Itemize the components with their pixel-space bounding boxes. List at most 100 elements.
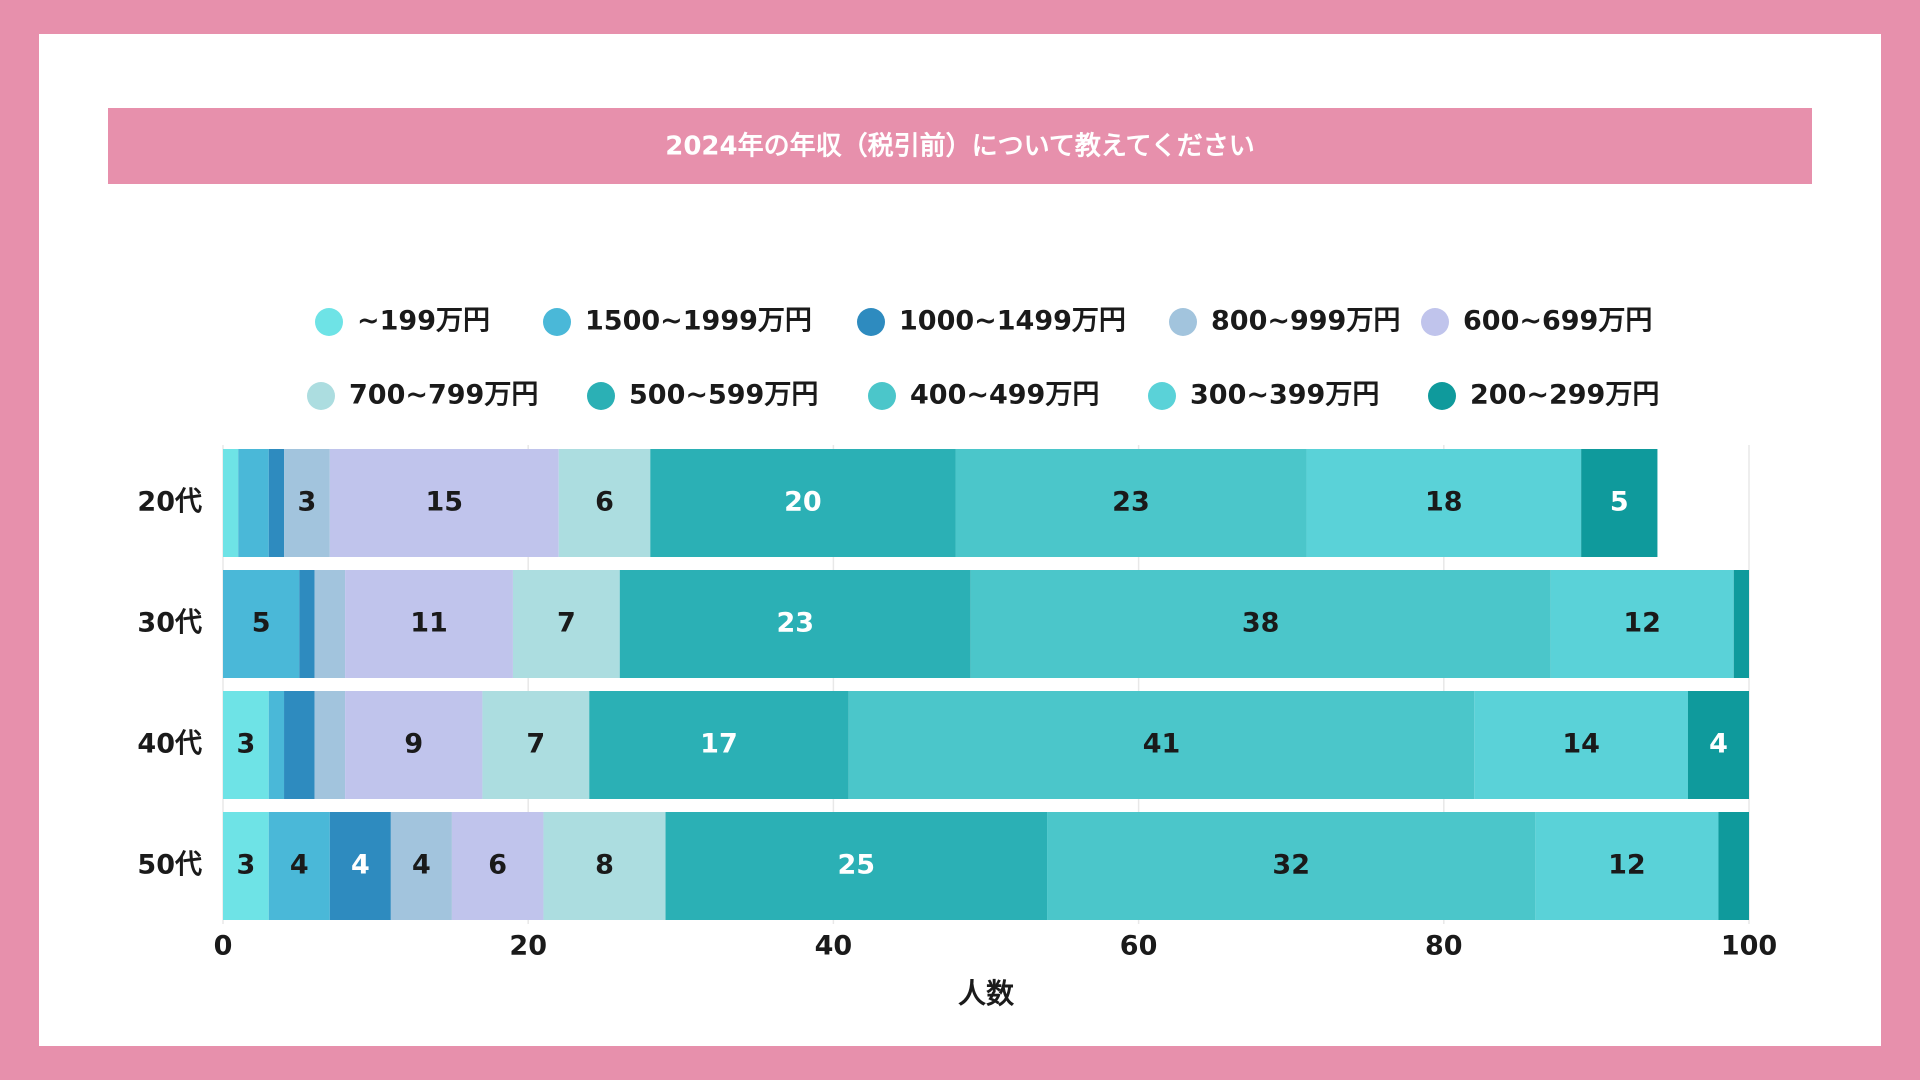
data-label: 15 [425, 487, 463, 518]
bar-segment [314, 570, 346, 678]
bar-segment [345, 570, 513, 678]
legend-label: ~199万円 [357, 306, 490, 337]
data-label: 4 [412, 850, 431, 881]
legend-label: 300~399万円 [1190, 380, 1379, 411]
bar-segment [390, 812, 452, 920]
data-label: 5 [1610, 487, 1629, 518]
bar-segment [1550, 570, 1734, 678]
data-label: 12 [1623, 608, 1661, 639]
bar-segment [1718, 812, 1749, 920]
bar-segment [329, 812, 391, 920]
data-label: 3 [298, 487, 317, 518]
bar-segment [268, 449, 285, 557]
title-band [108, 108, 1812, 184]
bar-segment [284, 449, 330, 557]
data-label: 3 [236, 729, 255, 760]
legend-swatch [857, 308, 885, 336]
data-label: 20 [784, 487, 822, 518]
bar-segment [451, 812, 544, 920]
legend-label: 400~499万円 [910, 380, 1099, 411]
bar-segment [223, 812, 269, 920]
data-label: 4 [1709, 729, 1728, 760]
bar-segment [314, 691, 346, 799]
x-axis-title: 人数 [958, 977, 1015, 1010]
bar-segment [619, 570, 971, 678]
legend-swatch [1421, 308, 1449, 336]
legend-swatch [1169, 308, 1197, 336]
data-label: 41 [1143, 729, 1181, 760]
bar-segment [543, 812, 666, 920]
bar-segment [955, 449, 1307, 557]
y-tick-label: 30代 [137, 608, 202, 639]
data-label: 4 [290, 850, 309, 881]
data-label: 18 [1425, 487, 1463, 518]
bar-segment [970, 570, 1551, 678]
data-label: 14 [1562, 729, 1600, 760]
legend-label: 1500~1999万円 [585, 306, 812, 337]
legend-swatch [1148, 382, 1176, 410]
bar-segment [1047, 812, 1536, 920]
bar-segment [268, 691, 285, 799]
bar-segment [1581, 449, 1658, 557]
data-label: 4 [351, 850, 370, 881]
bar-segment [512, 570, 620, 678]
bar-segment [848, 691, 1475, 799]
bar-segment [329, 449, 559, 557]
data-label: 7 [557, 608, 576, 639]
data-label: 5 [252, 608, 271, 639]
data-label: 8 [595, 850, 614, 881]
data-label: 32 [1272, 850, 1310, 881]
x-tick-label: 20 [509, 931, 547, 962]
legend-label: 200~299万円 [1470, 380, 1659, 411]
legend-swatch [307, 382, 335, 410]
x-tick-label: 80 [1425, 931, 1463, 962]
x-tick-label: 0 [214, 931, 233, 962]
legend-swatch [1428, 382, 1456, 410]
data-label: 11 [410, 608, 448, 639]
bar-segment [299, 570, 315, 678]
data-label: 3 [236, 850, 255, 881]
bar-segment [1535, 812, 1719, 920]
legend-label: 1000~1499万円 [899, 306, 1126, 337]
x-tick-label: 60 [1120, 931, 1158, 962]
bar-segment [558, 449, 651, 557]
legend-swatch [587, 382, 615, 410]
y-tick-label: 20代 [137, 487, 202, 518]
bar-segment [1733, 570, 1749, 678]
data-label: 23 [1112, 487, 1150, 518]
bar-segment [223, 691, 269, 799]
bar-segment [1687, 691, 1749, 799]
bar-segment [223, 570, 300, 678]
bar-segment [665, 812, 1048, 920]
legend-label: 700~799万円 [349, 380, 538, 411]
bar-segment [238, 449, 269, 557]
data-label: 6 [488, 850, 507, 881]
bar-segment [589, 691, 849, 799]
x-tick-label: 100 [1721, 931, 1777, 962]
data-label: 23 [776, 608, 814, 639]
bar-segment [1306, 449, 1582, 557]
x-tick-label: 40 [815, 931, 853, 962]
bar-segment [284, 691, 315, 799]
y-tick-label: 50代 [137, 850, 202, 881]
data-label: 17 [700, 729, 738, 760]
bar-segment [345, 691, 483, 799]
bar-segment [650, 449, 956, 557]
legend-swatch [868, 382, 896, 410]
bar-segment [482, 691, 590, 799]
data-label: 38 [1242, 608, 1280, 639]
data-label: 12 [1608, 850, 1646, 881]
data-label: 7 [526, 729, 545, 760]
bar-segment [1474, 691, 1688, 799]
legend-label: 600~699万円 [1463, 306, 1652, 337]
data-label: 9 [404, 729, 423, 760]
legend-label: 500~599万円 [629, 380, 818, 411]
legend-swatch [543, 308, 571, 336]
y-tick-label: 40代 [137, 729, 202, 760]
chart-title: 2024年の年収（税引前）について教えてください [665, 131, 1255, 162]
bar-segment [223, 449, 239, 557]
data-label: 25 [838, 850, 876, 881]
bar-segment [268, 812, 330, 920]
data-label: 6 [595, 487, 614, 518]
